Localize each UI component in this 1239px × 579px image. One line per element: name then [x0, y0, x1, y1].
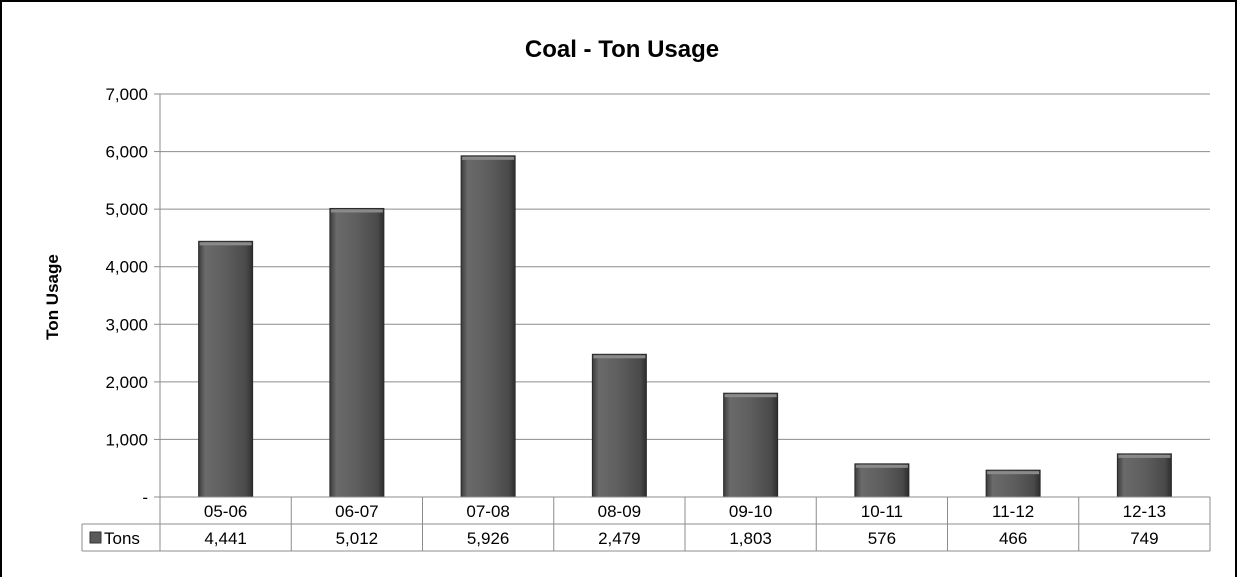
bar-highlight: [330, 209, 383, 213]
y-tick-label: 1,000: [105, 430, 148, 449]
bar-highlight: [199, 242, 252, 246]
y-axis-label: Ton Usage: [43, 254, 62, 340]
table-value: 4,441: [204, 529, 247, 548]
chart-title: Coal - Ton Usage: [525, 36, 719, 63]
bar-08-09: [591, 353, 647, 498]
category-label: 10-11: [861, 502, 903, 521]
bar-07-08: [460, 155, 516, 498]
category-label: 09-10: [729, 502, 772, 521]
bar-12-13: [1116, 453, 1172, 498]
bar-highlight: [1118, 454, 1171, 458]
table-value: 749: [1130, 529, 1158, 548]
y-tick-label: 5,000: [105, 200, 148, 219]
bar-highlight: [855, 464, 908, 468]
y-tick-label: 2,000: [105, 373, 148, 392]
bar-11-12: [985, 469, 1041, 498]
table-value: 2,479: [598, 529, 641, 548]
legend-key: [89, 531, 102, 544]
table-value: 1,803: [729, 529, 772, 548]
category-label: 06-07: [335, 502, 378, 521]
bar-06-07: [329, 207, 385, 498]
category-label: 07-08: [466, 502, 509, 521]
category-label: 11-12: [992, 502, 1034, 521]
category-label: 05-06: [204, 502, 247, 521]
bar-highlight: [593, 355, 646, 359]
y-tick-label: 6,000: [105, 143, 148, 162]
bars: [198, 155, 1172, 498]
category-label: 08-09: [598, 502, 641, 521]
table-value: 5,012: [336, 529, 379, 548]
y-tick-label: 7,000: [105, 85, 148, 104]
bar-09-10: [723, 392, 779, 498]
data-table: 05-06 4,441 06-07 5,012 07-08 5,926 08-09 2,479…: [81, 496, 1211, 552]
bar-10-11: [854, 463, 910, 498]
table-value: 576: [868, 529, 896, 548]
gridlines: [154, 93, 1210, 498]
table-value: 466: [999, 529, 1027, 548]
y-axis-ticks: - 1,000 2,000 3,000 4,000 5,000 6,000 7,000: [105, 85, 148, 507]
bar-highlight: [987, 471, 1040, 475]
category-label: 12-13: [1123, 502, 1166, 521]
bar-highlight: [462, 156, 515, 160]
y-tick-label: -: [142, 488, 148, 507]
y-tick-label: 3,000: [105, 315, 148, 334]
y-tick-label: 4,000: [105, 258, 148, 277]
bar-05-06: [198, 240, 254, 498]
bar-highlight: [724, 394, 777, 398]
legend-series-name: Tons: [104, 529, 140, 548]
table-value: 5,926: [467, 529, 510, 548]
